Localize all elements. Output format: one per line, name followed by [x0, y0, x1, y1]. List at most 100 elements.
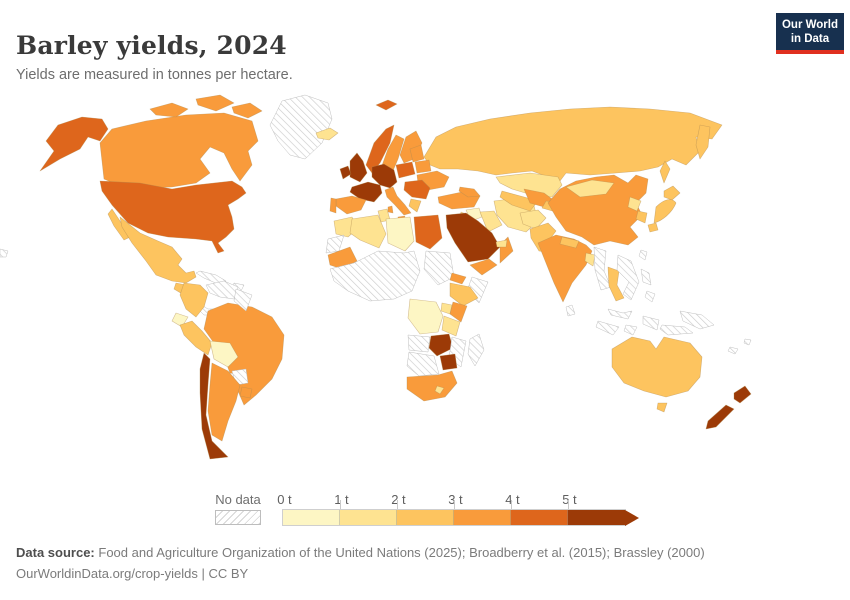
legend-bin-0-1[interactable] — [283, 510, 340, 525]
country-algeria[interactable] — [349, 214, 387, 249]
country-libya[interactable] — [385, 216, 415, 252]
country-malaysia[interactable] — [607, 308, 633, 320]
country-eritrea[interactable] — [449, 272, 467, 285]
country-pacific-islands1[interactable] — [727, 346, 739, 355]
country-new-zealand-north[interactable] — [733, 385, 752, 404]
country-canada-arctic1[interactable] — [149, 102, 189, 118]
country-portugal[interactable] — [329, 197, 337, 214]
country-angola[interactable] — [407, 334, 431, 353]
legend-bin-4-5[interactable] — [511, 510, 568, 525]
country-atlantic-islet[interactable] — [0, 248, 9, 258]
country-italy[interactable] — [384, 186, 412, 216]
country-zimbabwe[interactable] — [439, 353, 458, 371]
country-nepal[interactable] — [559, 236, 580, 249]
legend-bin-3-4[interactable] — [454, 510, 511, 525]
country-zambia[interactable] — [428, 333, 454, 357]
country-west-africa-sahel[interactable] — [329, 250, 421, 302]
country-uae[interactable] — [495, 239, 508, 248]
country-uruguay[interactable] — [239, 386, 253, 399]
country-spain[interactable] — [335, 195, 367, 215]
country-papua-new-guinea[interactable] — [679, 310, 715, 330]
country-indonesia-java[interactable] — [623, 324, 638, 336]
country-canada-arctic3[interactable] — [231, 102, 263, 119]
country-svalbard[interactable] — [375, 99, 398, 111]
country-baltic-states[interactable] — [409, 144, 425, 163]
country-alaska[interactable] — [39, 116, 109, 172]
country-kazakhstan[interactable] — [495, 172, 563, 198]
country-greenland[interactable] — [269, 94, 333, 160]
country-ireland[interactable] — [339, 165, 352, 180]
country-canada[interactable] — [99, 112, 259, 189]
country-colombia[interactable] — [179, 282, 209, 318]
country-ethiopia[interactable] — [449, 282, 479, 307]
country-kenya[interactable] — [449, 301, 468, 323]
country-russia-sakhalin[interactable] — [659, 160, 671, 184]
country-iceland[interactable] — [315, 127, 339, 141]
country-belarus[interactable] — [414, 159, 432, 174]
country-mexico[interactable] — [119, 216, 197, 284]
country-afghanistan[interactable] — [519, 209, 547, 230]
country-venezuela[interactable] — [205, 280, 239, 300]
country-united-kingdom[interactable] — [349, 152, 368, 183]
country-central-europe[interactable] — [371, 163, 398, 189]
country-south-africa[interactable] — [406, 370, 458, 402]
country-peru[interactable] — [179, 320, 213, 356]
legend-no-data-swatch[interactable] — [215, 510, 261, 525]
country-mexico-baja[interactable] — [107, 208, 131, 241]
country-madagascar[interactable] — [467, 333, 485, 367]
country-tasmania[interactable] — [656, 402, 668, 413]
country-greece[interactable] — [408, 198, 422, 213]
country-saudi-arabia[interactable] — [445, 212, 501, 263]
credit-link[interactable]: OurWorldinData.org/crop-yields — [16, 566, 198, 581]
country-finland[interactable] — [399, 130, 423, 164]
country-new-zealand-south[interactable] — [705, 404, 735, 430]
country-united-states[interactable] — [99, 180, 247, 254]
country-dr-congo[interactable] — [407, 298, 444, 335]
country-japan-honshu[interactable] — [653, 199, 677, 224]
country-indochina[interactable] — [616, 254, 640, 301]
country-indonesia-sumatra[interactable] — [595, 320, 620, 336]
legend-no-data[interactable]: No data — [215, 492, 261, 525]
country-south-korea[interactable] — [635, 210, 648, 224]
country-china[interactable] — [547, 174, 649, 246]
country-north-korea[interactable] — [627, 196, 642, 212]
legend-bin-5plus[interactable] — [568, 510, 625, 525]
country-egypt[interactable] — [413, 214, 443, 250]
country-russia[interactable] — [423, 106, 723, 182]
country-argentina[interactable] — [207, 362, 241, 442]
country-france[interactable] — [349, 181, 383, 203]
legend-bin-1-2[interactable] — [340, 510, 397, 525]
country-canada-arctic2[interactable] — [195, 94, 235, 112]
country-iraq[interactable] — [479, 210, 503, 233]
legend-bin-2-3[interactable] — [397, 510, 454, 525]
country-india[interactable] — [537, 234, 593, 303]
country-caucasus[interactable] — [458, 186, 481, 198]
country-chile[interactable] — [199, 352, 229, 460]
country-philippines-luzon[interactable] — [640, 268, 652, 286]
country-russia-kamchatka[interactable] — [695, 124, 711, 160]
country-indonesia-east[interactable] — [659, 324, 694, 336]
country-balkans-romania[interactable] — [403, 179, 431, 200]
country-japan-kyushu[interactable] — [647, 222, 659, 233]
owid-logo[interactable]: Our World in Data — [775, 13, 844, 54]
country-australia[interactable] — [611, 336, 703, 398]
country-guyana-suriname[interactable] — [233, 288, 253, 312]
country-poland[interactable] — [395, 161, 416, 179]
country-namibia-botswana[interactable] — [406, 351, 440, 377]
country-pacific-islands2[interactable] — [743, 338, 752, 346]
country-mongolia[interactable] — [565, 179, 615, 198]
country-tanzania[interactable] — [441, 315, 461, 337]
country-bangladesh[interactable] — [584, 252, 596, 267]
country-lesotho[interactable] — [434, 385, 445, 395]
country-bolivia[interactable] — [209, 340, 239, 368]
country-yemen[interactable] — [469, 258, 498, 276]
country-sudan[interactable] — [423, 250, 455, 286]
country-sri-lanka[interactable] — [565, 304, 576, 317]
country-japan-hokkaido[interactable] — [663, 185, 681, 201]
country-italy-sardinia[interactable] — [387, 205, 394, 214]
country-somalia[interactable] — [466, 276, 489, 304]
country-philippines-mindanao[interactable] — [644, 290, 656, 303]
country-taiwan[interactable] — [638, 249, 648, 261]
country-turkmenistan[interactable] — [499, 190, 539, 212]
country-indonesia-borneo[interactable] — [642, 315, 660, 331]
